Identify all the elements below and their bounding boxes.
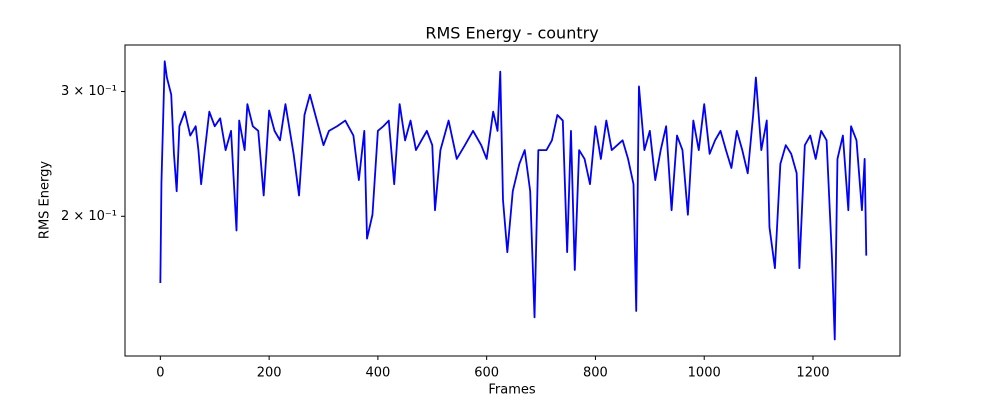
plot-frame [124,44,901,357]
chart-title: RMS Energy - country [425,24,598,43]
x-tick-label: 0 [156,366,164,381]
x-axis-label: Frames [488,383,536,398]
x-tick-label: 1000 [688,366,721,381]
y-tick-label: 3 × 10⁻¹ [61,84,117,99]
x-tick-label: 1200 [796,366,829,381]
x-tick-label: 400 [365,366,390,381]
y-axis-label: RMS Energy [38,161,53,239]
x-tick-label: 800 [583,366,608,381]
x-tick-label: 200 [257,366,282,381]
data-line [159,60,868,341]
x-tick-label: 600 [474,366,499,381]
y-tick-label: 2 × 10⁻¹ [61,209,117,224]
